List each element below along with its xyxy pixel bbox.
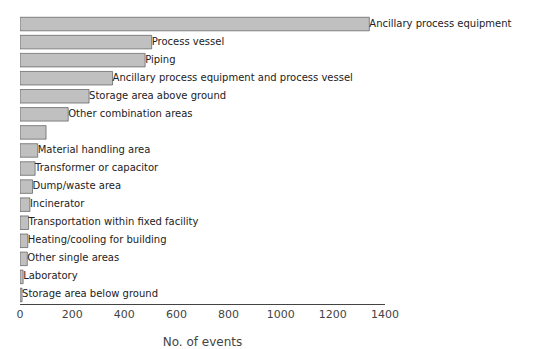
svg-text:1200: 1200 bbox=[319, 308, 347, 321]
svg-text:1400: 1400 bbox=[371, 308, 399, 321]
svg-text:Heating/cooling for building: Heating/cooling for building bbox=[28, 234, 167, 245]
svg-text:Transportation within fixed fa: Transportation within fixed facility bbox=[28, 216, 199, 227]
svg-text:Storage area below ground: Storage area below ground bbox=[22, 288, 158, 299]
svg-text:400: 400 bbox=[114, 308, 135, 321]
svg-text:200: 200 bbox=[62, 308, 83, 321]
svg-text:Dump/waste area: Dump/waste area bbox=[33, 180, 122, 191]
svg-text:Incinerator: Incinerator bbox=[30, 198, 85, 209]
svg-text:Other combination areas: Other combination areas bbox=[68, 108, 192, 119]
svg-text:Ancillary process equipment an: Ancillary process equipment and process … bbox=[113, 72, 353, 83]
svg-text:Material handling area: Material handling area bbox=[38, 144, 151, 155]
svg-text:Transformer or capacitor: Transformer or capacitor bbox=[34, 162, 159, 173]
svg-text:0: 0 bbox=[17, 308, 24, 321]
svg-text:Laboratory: Laboratory bbox=[23, 270, 78, 281]
svg-text:Process vessel: Process vessel bbox=[152, 36, 225, 47]
svg-text:Other single areas: Other single areas bbox=[27, 252, 119, 263]
svg-text:Ancillary process equipment: Ancillary process equipment bbox=[369, 18, 511, 29]
svg-text:800: 800 bbox=[218, 308, 239, 321]
svg-text:Storage area above ground: Storage area above ground bbox=[89, 90, 226, 101]
svg-text:600: 600 bbox=[166, 308, 187, 321]
svg-text:No. of events: No. of events bbox=[163, 335, 243, 349]
svg-text:Piping: Piping bbox=[145, 54, 175, 65]
svg-text:1000: 1000 bbox=[267, 308, 295, 321]
